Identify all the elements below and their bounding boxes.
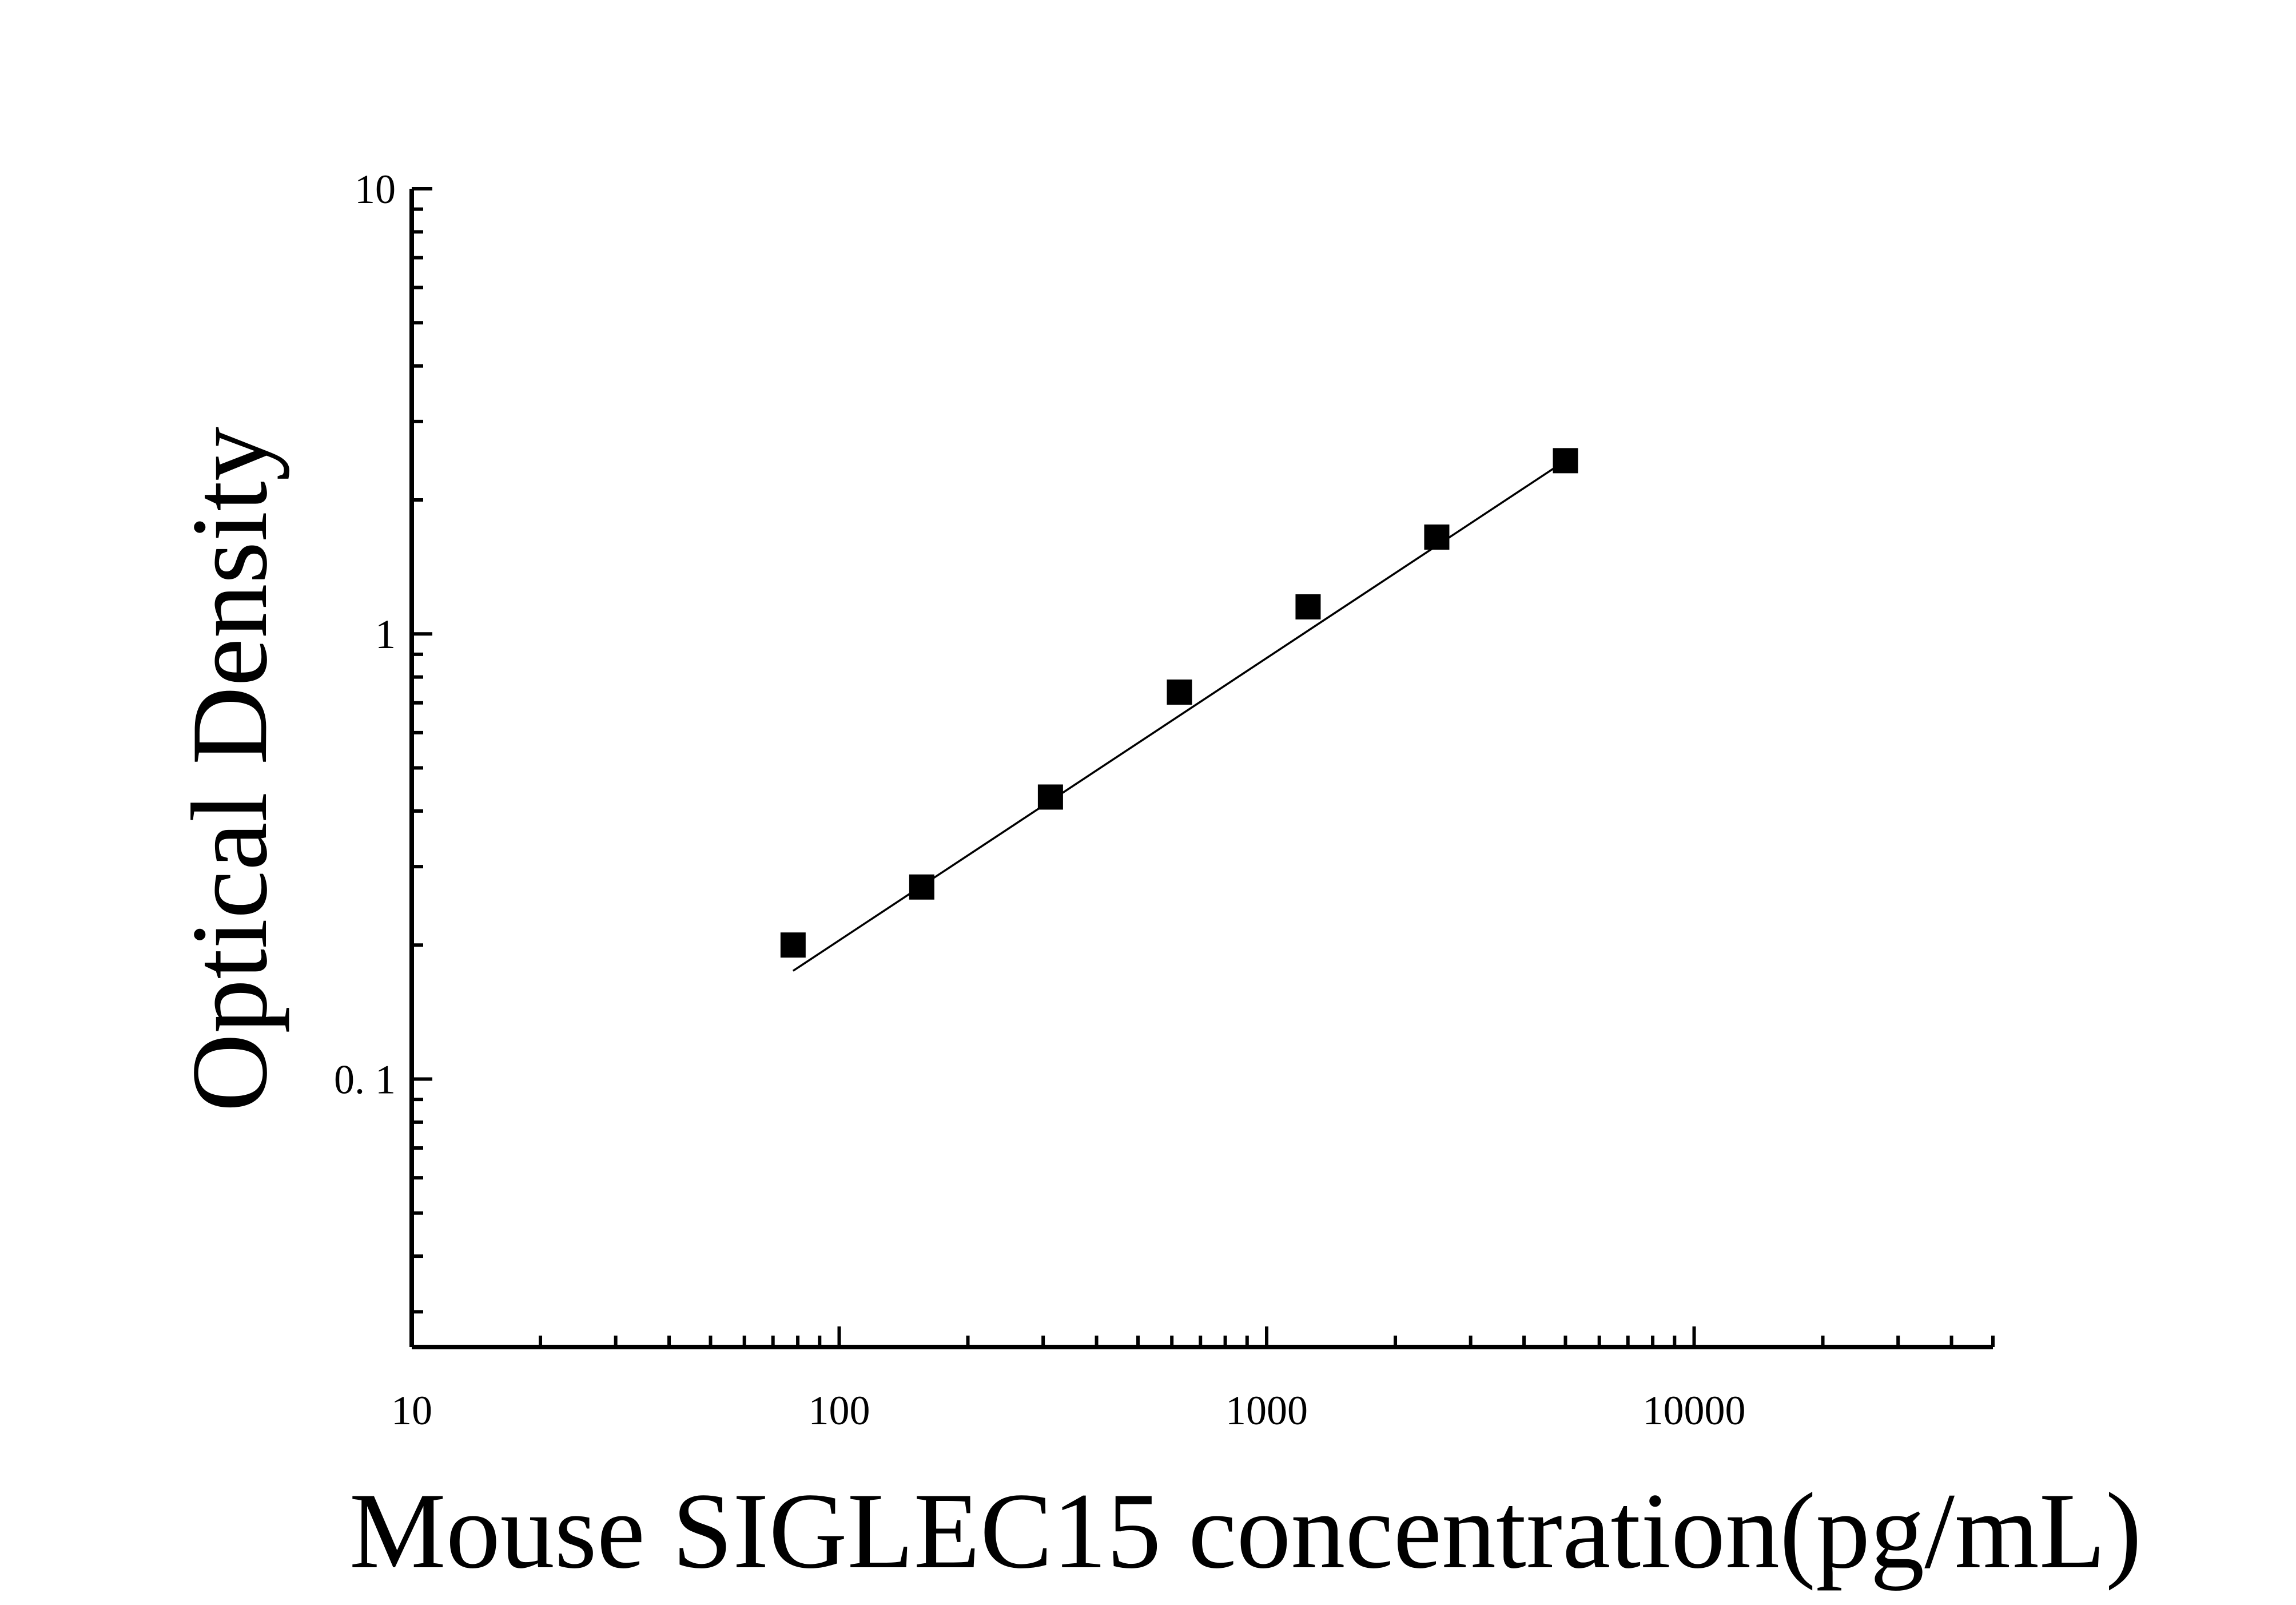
data-point bbox=[1424, 524, 1450, 550]
data-point bbox=[780, 932, 806, 958]
data-point bbox=[909, 874, 934, 900]
y-axis-ticks: 0. 1 1 10 bbox=[334, 166, 432, 1314]
y-tick-label: 1 bbox=[375, 611, 396, 657]
fit-line-group bbox=[792, 459, 1566, 972]
x-tick-label: 100 bbox=[809, 1388, 870, 1433]
data-point bbox=[1037, 784, 1063, 810]
data-point bbox=[1167, 679, 1192, 705]
y-axis-title: Optical Density bbox=[170, 427, 290, 1112]
data-point bbox=[1553, 448, 1578, 474]
y-tick-label: 10 bbox=[355, 166, 396, 212]
x-tick-label: 10 bbox=[391, 1388, 432, 1433]
fit-line bbox=[792, 459, 1566, 972]
x-tick-label: 10000 bbox=[1643, 1388, 1746, 1433]
x-tick-label: 1000 bbox=[1225, 1388, 1308, 1433]
data-point bbox=[1295, 594, 1321, 619]
x-axis-ticks: 10 100 1000 10000 bbox=[391, 1326, 1995, 1433]
x-axis-title: Mouse SIGLEC15 concentration(pg/mL) bbox=[349, 1471, 2142, 1591]
axes bbox=[409, 189, 1993, 1349]
y-tick-label: 0. 1 bbox=[334, 1056, 396, 1102]
data-points bbox=[780, 448, 1578, 958]
